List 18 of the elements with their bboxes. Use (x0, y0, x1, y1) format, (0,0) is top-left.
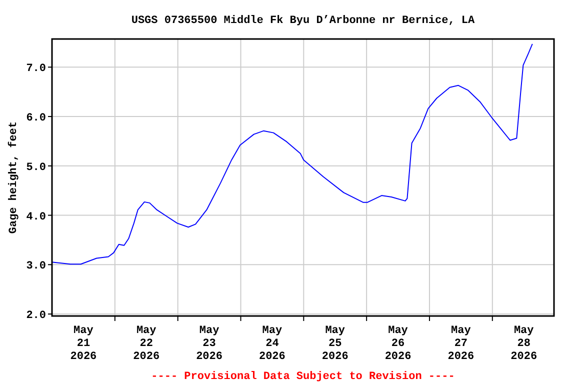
text: ---- Provisional Data Subject to Revision ---- (151, 371, 455, 383)
y-tick-label: 6.0 (26, 112, 46, 125)
y-tick-label: 3.0 (26, 260, 46, 273)
x-tick-label: May 22 2026 (133, 325, 160, 363)
y-axis-title: Gage height, feet (7, 121, 20, 234)
x-tick-label: May 25 2026 (322, 325, 348, 363)
y-tick-label: 4.0 (26, 211, 46, 224)
x-tick-label: May 23 2026 (196, 325, 222, 363)
x-tick-label: May 21 2026 (70, 325, 97, 363)
x-tick-label: May 27 2026 (448, 325, 474, 363)
x-tick-label: May 28 2026 (510, 325, 538, 363)
x-tick-label: May 24 2026 (258, 325, 286, 363)
chart-title: USGS 07365500 Middle Fk Byu D’Arbonne nr Bernice, LA (131, 15, 476, 27)
line-series (52, 43, 533, 265)
y-tick-label: 7.0 (26, 63, 46, 76)
y-tick-label: 2.0 (26, 310, 46, 322)
y-tick-label: 5.0 (26, 162, 46, 174)
x-tick-label: May 26 2026 (384, 325, 412, 363)
